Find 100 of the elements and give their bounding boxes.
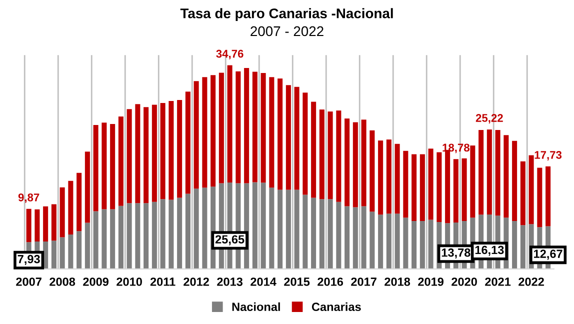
bar [51, 204, 56, 241]
data-label: 9,87 [18, 193, 40, 203]
bar [504, 135, 509, 218]
bar [202, 77, 208, 188]
bar [412, 221, 417, 269]
bar [453, 159, 458, 222]
bar [328, 199, 333, 269]
bar [260, 182, 266, 269]
bar [60, 237, 65, 269]
chart-subtitle: 2007 - 2022 [250, 26, 324, 36]
x-tick-label: 2010 [116, 278, 142, 286]
bar [168, 101, 174, 200]
x-tick-label: 2012 [184, 278, 209, 286]
bar [185, 92, 190, 194]
bar [294, 86, 300, 190]
data-label: 25,22 [476, 114, 503, 124]
bar [302, 92, 308, 195]
bar [386, 214, 392, 269]
bar [210, 75, 216, 187]
bar [126, 203, 132, 269]
bar [126, 109, 132, 204]
bar [218, 72, 224, 184]
bar [278, 190, 283, 269]
bar [60, 187, 65, 238]
bar [152, 202, 157, 269]
bar [227, 65, 232, 182]
bar [269, 77, 274, 188]
bar [403, 218, 408, 269]
bar [520, 161, 526, 226]
bar [194, 81, 199, 189]
bar [202, 188, 208, 269]
bar [102, 122, 107, 210]
bar [84, 222, 90, 269]
data-label: 34,76 [216, 50, 244, 60]
bar [428, 220, 434, 269]
x-tick-label: 2014 [250, 278, 276, 286]
bar [135, 203, 140, 269]
bar [68, 234, 74, 269]
bar [135, 104, 140, 204]
bar [352, 207, 358, 269]
bar [144, 107, 149, 204]
bar [352, 122, 358, 208]
chart-title: Tasa de paro Canarias -Nacional [180, 8, 393, 22]
x-tick-label: 2018 [384, 278, 410, 286]
x-tick-label: 2022 [518, 278, 544, 286]
bar [394, 214, 400, 269]
bar [370, 130, 375, 212]
bar [168, 200, 174, 269]
bar [344, 206, 350, 269]
bar [344, 118, 350, 206]
bar [311, 102, 316, 198]
x-tick-label: 2015 [284, 278, 310, 286]
x-tick-label: 2011 [150, 278, 176, 286]
data-label: 7,93 [18, 254, 40, 265]
bar [269, 188, 274, 269]
bar [370, 212, 375, 269]
bar [110, 209, 116, 269]
bar [378, 140, 384, 215]
bar [361, 120, 366, 206]
x-tick-label: 2008 [50, 278, 76, 286]
legend-label: Nacional [232, 302, 280, 312]
bar [76, 172, 82, 232]
bar [311, 198, 316, 269]
bar [84, 152, 90, 223]
bar [260, 73, 266, 183]
bar [177, 100, 182, 198]
bar [537, 168, 542, 228]
bar [520, 225, 526, 269]
bar [470, 146, 476, 218]
bar [302, 194, 308, 269]
bar [160, 103, 166, 200]
bar [177, 198, 182, 269]
data-label: 12,67 [534, 250, 562, 260]
data-label: 18,78 [442, 144, 470, 154]
bar [26, 208, 32, 242]
data-label: 25,65 [215, 235, 244, 246]
bar [34, 209, 40, 242]
bar [76, 231, 82, 269]
x-tick-label: 2016 [318, 278, 344, 286]
bar [286, 190, 291, 269]
bar [160, 199, 166, 269]
bar [495, 130, 500, 216]
bar [394, 144, 400, 214]
bar [403, 150, 408, 218]
bar [420, 221, 425, 269]
legend-label: Canarias [312, 302, 361, 312]
bar [110, 124, 116, 210]
bar [486, 130, 492, 215]
data-label: 17,73 [534, 150, 562, 160]
bar [286, 85, 291, 190]
x-tick-label: 2021 [485, 278, 511, 286]
bar [319, 199, 324, 269]
bar [412, 154, 417, 222]
bar [102, 209, 107, 269]
data-label: 13,78 [442, 248, 470, 258]
x-tick-label: 2020 [452, 278, 477, 286]
bar [294, 190, 300, 269]
bar [478, 130, 484, 215]
bar [118, 116, 124, 206]
bar [420, 154, 425, 222]
